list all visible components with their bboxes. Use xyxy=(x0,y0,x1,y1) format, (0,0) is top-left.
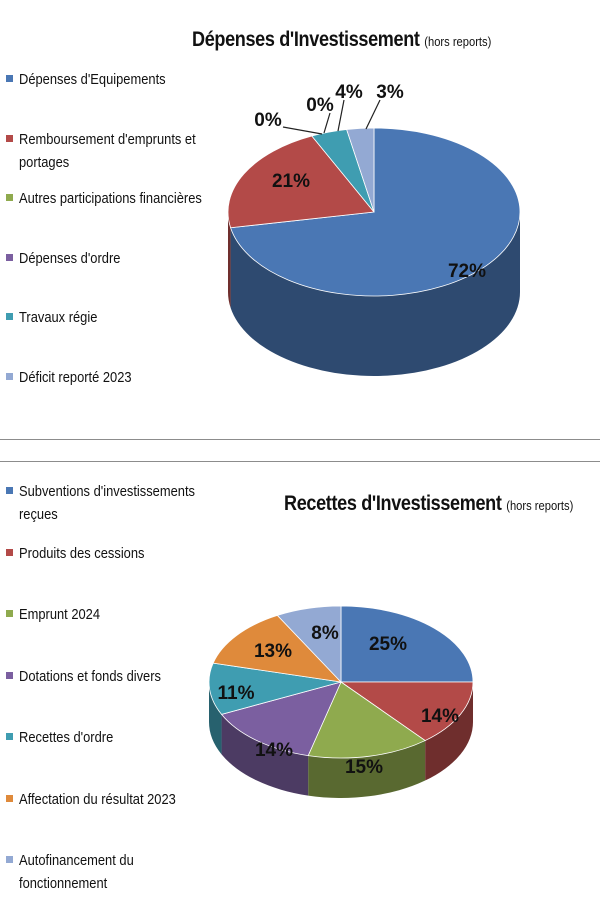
bottom-divider xyxy=(0,461,600,462)
legend-label: Emprunt 2024 xyxy=(19,606,101,623)
legend-label: Dépenses d'ordre xyxy=(19,249,121,267)
pie-side-walls xyxy=(209,682,473,798)
data-label-travaux-regie: 4% xyxy=(335,82,363,103)
slice-remboursement-d-emprunts-et-portages xyxy=(227,135,375,229)
slice-produits-des-cessions xyxy=(339,681,474,742)
slice-autofinancement-du-fonctionnement xyxy=(276,605,342,683)
data-label-deficit-reporte-2023: 3% xyxy=(376,82,404,103)
legend-label: Affectation du résultat 2023 xyxy=(19,790,176,808)
side-produits-des-cessions xyxy=(425,682,473,781)
slice-emprunt-2024 xyxy=(307,681,426,759)
legend-label: Autres participations financières xyxy=(19,190,202,208)
recettes-chart-title: Recettes d'Investissement (hors reports) xyxy=(284,492,573,516)
depenses-subtitle-text: (hors reports) xyxy=(424,34,492,49)
side-dotations-et-fonds-divers xyxy=(221,714,309,796)
leader-line xyxy=(365,99,381,130)
legend-swatch xyxy=(6,194,13,202)
pie-slices xyxy=(208,605,474,759)
legend-swatch xyxy=(6,856,13,863)
legend-label: Produits des cessions xyxy=(19,544,145,562)
top-divider xyxy=(0,439,600,440)
legend-label: Remboursement d'emprunts et portages xyxy=(19,130,196,171)
depenses-chart: Dépenses d'Investissement (hors reports)… xyxy=(0,0,600,440)
recettes-chart: Recettes d'Investissement (hors reports)… xyxy=(0,462,600,904)
depenses-title-text: Dépenses d'Investissement xyxy=(192,28,420,51)
slice-subventions-d-investissements-recues xyxy=(340,605,474,683)
data-label-subventions-d-investissements-recues: 25% xyxy=(369,634,407,655)
legend-swatch xyxy=(6,610,13,617)
side-emprunt-2024 xyxy=(308,740,426,798)
slice-recettes-d-ordre xyxy=(208,662,342,715)
data-label-recettes-d-ordre: 11% xyxy=(218,683,255,704)
legend-label: Travaux régie xyxy=(19,309,98,327)
side-depenses-d-equipements xyxy=(230,212,520,377)
leader-line xyxy=(323,112,331,134)
data-label-emprunt-2024: 15% xyxy=(345,757,383,778)
legend-label: Recettes d'ordre xyxy=(19,729,114,746)
side-recettes-d-ordre xyxy=(209,682,222,755)
data-label-depenses-d-equipements: 72% xyxy=(448,261,486,282)
slice-affectation-du-resultat-2023 xyxy=(212,614,343,683)
legend-swatch xyxy=(6,794,13,802)
data-label-autres-participations-financieres: 0% xyxy=(254,110,282,131)
recettes-subtitle-text: (hors reports) xyxy=(506,498,574,513)
legend-label: Subventions d'investissements reçues xyxy=(19,483,195,523)
legend-swatch xyxy=(6,733,13,740)
recettes-pie: 25% 14% 15% 14% 11% 13% 8% xyxy=(208,605,474,798)
legend-swatch xyxy=(6,253,13,261)
legend-swatch xyxy=(6,75,13,82)
leader-line xyxy=(282,126,323,135)
recettes-title-text: Recettes d'Investissement xyxy=(284,492,502,515)
legend-swatch xyxy=(6,313,13,321)
data-label-remboursement-d-emprunts-et-portages: 21% xyxy=(272,171,310,192)
pie-side-walls xyxy=(228,212,520,377)
data-label-produits-des-cessions: 14% xyxy=(421,706,459,727)
legend-swatch xyxy=(6,548,13,556)
data-label-dotations-et-fonds-divers: 14% xyxy=(255,740,293,761)
side-remboursement-d-emprunts-et-portages xyxy=(228,212,231,308)
data-label-affectation-du-resultat-2023: 13% xyxy=(254,641,292,662)
depenses-pie: 72%21%0%0%4% 3% xyxy=(227,82,521,377)
legend-swatch xyxy=(6,671,13,679)
legend-swatch xyxy=(6,134,13,142)
slice-depenses-d-equipements xyxy=(230,127,521,297)
legend-label: Autofinancement du fonctionnement xyxy=(19,852,134,892)
legend-label: Dotations et fonds divers xyxy=(19,667,161,685)
legend-label: Dépenses d'Equipements xyxy=(19,71,166,88)
legend-label: Déficit reporté 2023 xyxy=(19,369,132,386)
data-label-autofinancement-du-fonctionnement: 8% xyxy=(311,623,339,644)
slice-dotations-et-fonds-divers xyxy=(220,681,342,757)
data-label-depenses-d-ordre: 0% xyxy=(306,95,334,116)
depenses-chart-title: Dépenses d'Investissement (hors reports) xyxy=(192,28,491,52)
legend-swatch xyxy=(6,373,13,380)
leader-line xyxy=(337,99,345,132)
slice-deficit-reporte-2023 xyxy=(346,127,375,213)
pie-slices xyxy=(227,127,521,297)
legend-swatch xyxy=(6,487,13,494)
